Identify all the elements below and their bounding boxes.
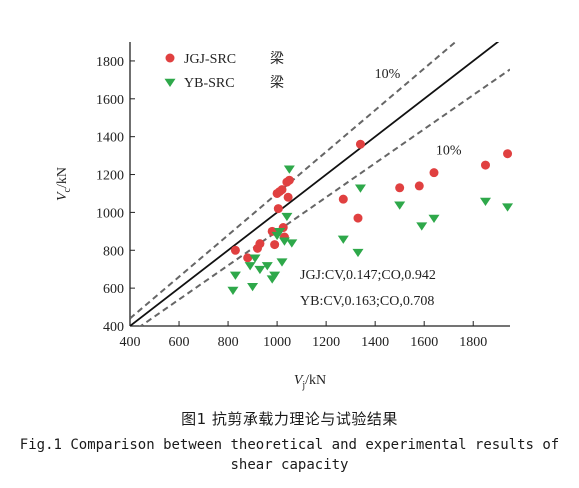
- y-tick-label: 800: [103, 244, 124, 259]
- yb-src-point: [274, 228, 286, 237]
- lower-bound-label: 10%: [436, 144, 462, 159]
- yb-src-point: [229, 271, 241, 280]
- x-tick-label: 1800: [459, 335, 487, 350]
- legend-label-yb: YB-SRC 梁: [184, 75, 284, 91]
- upper-bound-label: 10%: [375, 67, 401, 82]
- line-upper-bound: [130, 42, 457, 320]
- x-tick-label: 1600: [410, 335, 438, 350]
- y-tick-label: 1600: [96, 93, 124, 108]
- yb-src-point: [269, 271, 281, 280]
- yb-src-point: [276, 258, 288, 267]
- y-tick-label: 400: [103, 320, 124, 335]
- x-tick-label: 1200: [312, 335, 340, 350]
- yb-src-point: [479, 197, 491, 206]
- yb-src-point: [394, 201, 406, 210]
- jgj-src-point: [355, 139, 365, 149]
- jgj-src-point: [284, 175, 294, 185]
- jgj-src-point: [338, 194, 348, 204]
- yb-src-point: [249, 254, 261, 263]
- jgj-src-point: [270, 240, 280, 250]
- yb-src-point: [354, 184, 366, 193]
- caption-english-line1: Fig.1 Comparison between theoretical and…: [19, 437, 560, 453]
- jgj-src-point: [255, 239, 265, 249]
- yb-src-point: [337, 235, 349, 244]
- yb-src-point: [244, 262, 256, 271]
- reference-lines-group: [130, 42, 510, 326]
- legend-marker-jgj: [165, 53, 175, 63]
- yb-src-point: [286, 239, 298, 248]
- x-tick-label: 800: [218, 335, 239, 350]
- shear-capacity-scatter-chart: 400 600 800 1000 1200 1400 1600 1800 400 600 800 10…: [55, 42, 514, 391]
- x-tick-label: 1400: [361, 335, 389, 350]
- jgj-src-point: [503, 149, 513, 159]
- caption-english-line2: shear capacity: [230, 457, 349, 473]
- yb-src-point: [283, 165, 295, 174]
- caption-chinese: 图1 抗剪承载力理论与试验结果: [181, 410, 398, 428]
- jgj-src-point: [273, 204, 283, 214]
- x-tick-label: 600: [169, 335, 190, 350]
- y-axis-title: Vc/kN: [55, 167, 73, 201]
- y-tick-label: 1000: [96, 206, 124, 221]
- jgj-src-point: [353, 213, 363, 223]
- jgj-src-point: [277, 185, 287, 195]
- y-tick-label: 600: [103, 282, 124, 297]
- x-tick-label: 1000: [263, 335, 291, 350]
- line-reference: [130, 42, 500, 326]
- yb-src-point: [416, 222, 428, 231]
- yb-src-point: [281, 212, 293, 222]
- jgj-src-point: [414, 181, 424, 191]
- jgj-src-point: [429, 168, 439, 178]
- jgj-src-point: [480, 160, 490, 170]
- yb-src-point: [352, 248, 364, 258]
- line-lower-bound: [139, 68, 510, 326]
- jgj-src-point: [243, 253, 253, 263]
- yb-src-point: [247, 282, 259, 292]
- stats-annotation: JGJ:CV,0.147;CO,0.942: [300, 268, 436, 283]
- yb-src-point: [254, 265, 266, 275]
- x-tick-label: 400: [120, 335, 141, 350]
- y-tick-label: 1400: [96, 131, 124, 146]
- x-axis-title: Vj/kN: [294, 373, 326, 391]
- yb-src-point: [261, 262, 273, 271]
- yb-src-point: [428, 214, 440, 224]
- stats-annotation: YB:CV,0.163;CO,0.708: [300, 294, 434, 309]
- y-tick-label: 1200: [96, 169, 124, 184]
- legend-marker-yb: [164, 78, 176, 87]
- jgj-src-point: [395, 183, 405, 193]
- jgj-src-point: [230, 245, 240, 255]
- caption-english: Fig.1 Comparison between theoretical and…: [0, 435, 579, 475]
- legend-label-jgj: JGJ-SRC 梁: [184, 51, 284, 67]
- yb-src-point: [227, 286, 239, 295]
- y-tick-label: 1800: [96, 55, 124, 70]
- yb-src-point: [502, 203, 514, 212]
- jgj-src-point: [283, 192, 293, 202]
- figure-caption: 图1 抗剪承载力理论与试验结果 Fig.1 Comparison between…: [0, 408, 579, 475]
